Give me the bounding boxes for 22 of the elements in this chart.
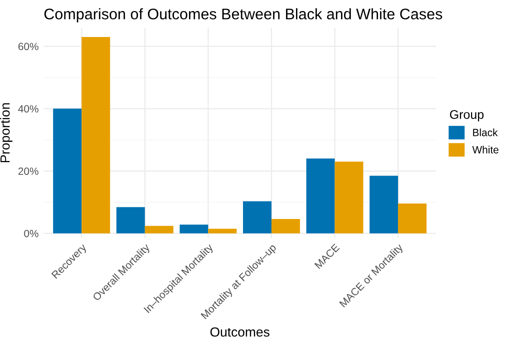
y-tick-label: 60% [18,42,38,50]
y-tick-label: 40% [18,105,38,113]
bar [116,207,145,234]
x-axis-title: Outcomes [210,327,270,337]
y-axis-title: Proportion [0,103,12,162]
bar [53,108,82,234]
bar [242,201,272,234]
bar [398,203,427,234]
bar [180,224,208,234]
chart-title: Comparison of Outcomes Between Black and White Cases [44,8,442,22]
bar [82,36,110,234]
bar [306,158,335,234]
legend-label: White [472,146,498,154]
bar [144,226,174,234]
y-tick-label: 0% [24,230,38,238]
bar [271,219,300,234]
legend-title: Group [450,110,484,122]
bar [334,162,364,234]
legend-label: Black [473,128,498,136]
y-tick-label: 20% [18,168,38,175]
bar [370,176,398,234]
bar [208,228,237,234]
